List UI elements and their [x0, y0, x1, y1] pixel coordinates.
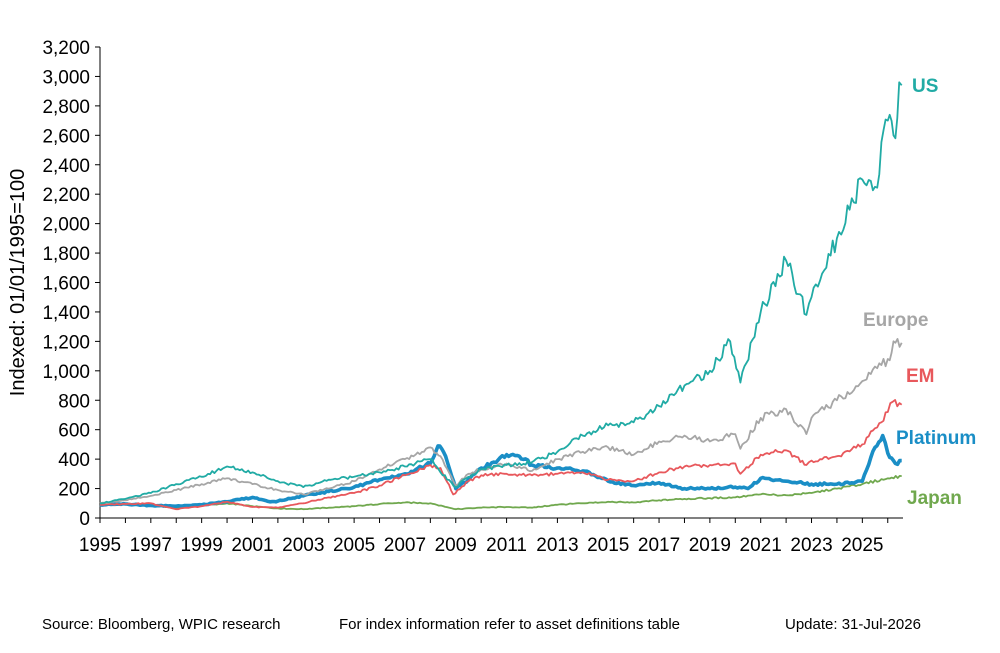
series-label-japan: Japan [907, 488, 962, 509]
y-tick-label: 600 [58, 421, 90, 442]
update-date: Update: 31-Jul-2026 [785, 616, 921, 633]
line-chart: 0 200 400 600 800 1,000 1,200 1,400 1,600 1,800 2,… [7, 38, 976, 556]
y-tick-label: 3,200 [42, 38, 90, 59]
y-tick-label: 800 [58, 391, 90, 412]
y-tick-label: 1,200 [42, 332, 90, 353]
series-line-europe [99, 337, 903, 505]
y-tick-label: 200 [58, 480, 90, 501]
x-tick-label: 2011 [486, 535, 527, 556]
y-tick-label: 2,000 [42, 215, 90, 236]
y-tick-label: 0 [79, 509, 90, 530]
y-tick-label: 1,400 [42, 303, 90, 324]
x-tick-label: 2015 [587, 535, 629, 556]
source-note: Source: Bloomberg, WPIC research [42, 616, 281, 633]
index-info-note: For index information refer to asset def… [339, 616, 681, 633]
y-tick-label: 1,800 [42, 244, 90, 265]
y-tick-label: 1,600 [42, 274, 90, 295]
series-line-em [100, 398, 903, 511]
x-tick-label: 1995 [79, 535, 121, 556]
y-axis-title: Indexed: 01/01/1995=100 [7, 169, 29, 396]
chart-area: 0 200 400 600 800 1,000 1,200 1,400 1,600 1,800 2,… [7, 38, 976, 556]
x-tick-label: 1997 [130, 535, 172, 556]
x-tick-label: 2009 [435, 535, 477, 556]
x-tick-label: 2017 [638, 535, 680, 556]
x-tick-label: 2023 [790, 535, 832, 556]
x-tick-label: 2007 [384, 535, 426, 556]
y-tick-label: 400 [58, 450, 90, 471]
x-tick-label: 2003 [282, 535, 324, 556]
series-line-platinum [99, 433, 902, 509]
x-tick-label: 2005 [333, 535, 375, 556]
x-tick-label: 2019 [689, 535, 731, 556]
y-tick-label: 2,600 [42, 126, 90, 147]
series-label-platinum: Platinum [896, 428, 976, 449]
series-line-us [100, 81, 903, 505]
y-tick-label: 2,400 [42, 156, 90, 177]
x-tick-label: 2025 [841, 535, 883, 556]
y-tick-label: 2,800 [42, 97, 90, 118]
series-label-em: EM [906, 366, 935, 387]
y-tick-label: 3,000 [42, 67, 90, 88]
series-label-europe: Europe [863, 310, 928, 331]
y-tick-label: 1,000 [42, 362, 90, 383]
series-label-us: US [912, 76, 938, 97]
x-tick-label: 1999 [181, 535, 223, 556]
x-tick-label: 2001 [231, 535, 273, 556]
y-tick-label: 2,200 [42, 185, 90, 206]
x-tick-label: 2013 [536, 535, 578, 556]
x-tick-label: 2021 [740, 535, 782, 556]
